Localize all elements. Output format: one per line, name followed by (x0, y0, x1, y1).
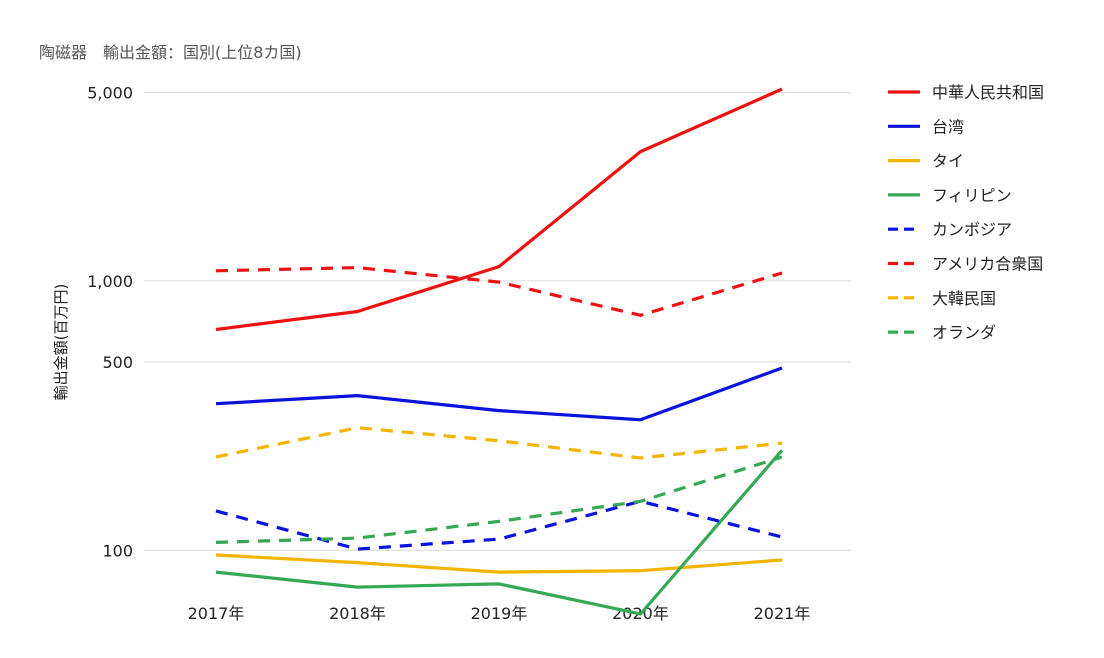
grid-layer (144, 92, 851, 551)
series-line-6 (215, 426, 783, 460)
series-line-3 (215, 449, 784, 616)
series-line-7 (215, 455, 783, 544)
legend-label-7: オランダ (932, 323, 996, 342)
chart-title: 陶磁器 輸出金額：国別(上位8カ国) (39, 43, 302, 62)
series-line-2 (215, 553, 783, 574)
legend-label-2: タイ (932, 152, 964, 171)
legend-label-6: 大韓民国 (932, 289, 996, 308)
x-tick-label: 2017年 (188, 604, 245, 623)
series-line-4 (215, 499, 783, 551)
legend-label-4: カンボジア (932, 220, 1012, 239)
y-axis-title: 輸出金額(百万円) (52, 284, 70, 401)
x-tick-label: 2021年 (754, 604, 811, 623)
y-tick-label: 5,000 (87, 84, 133, 103)
series-line-1 (215, 366, 783, 422)
series-layer (215, 87, 784, 616)
x-tick-labels: 2017年 2018年 2019年 2020年 2021年 (188, 604, 811, 623)
series-line-5 (215, 266, 783, 317)
y-tick-label: 100 (102, 541, 133, 560)
y-tick-labels: 100 500 1,000 5,000 (87, 84, 133, 561)
series-line-0 (215, 87, 783, 332)
y-tick-label: 1,000 (87, 272, 133, 291)
legend-label-3: フィリピン (932, 186, 1012, 205)
legend-label-0: 中華人民共和国 (932, 83, 1044, 102)
y-tick-label: 500 (102, 353, 133, 372)
x-tick-label: 2018年 (329, 604, 386, 623)
x-tick-label: 2019年 (471, 604, 528, 623)
legend-label-5: アメリカ合衆国 (932, 255, 1043, 274)
legend-label-1: 台湾 (932, 117, 964, 136)
